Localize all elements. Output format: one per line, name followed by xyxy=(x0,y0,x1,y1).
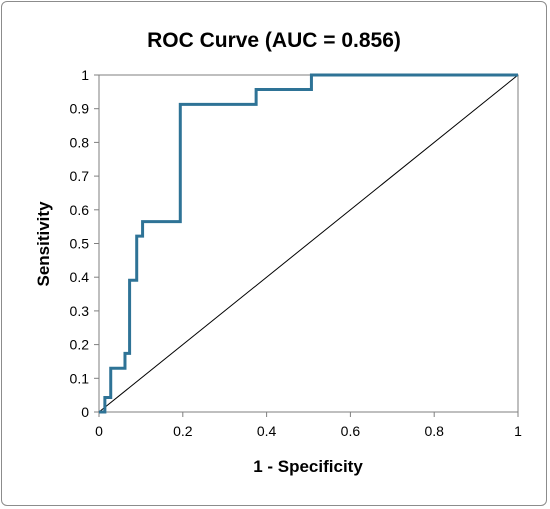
y-tick-label: 0.5 xyxy=(70,236,90,252)
reference-diagonal-line xyxy=(98,74,519,413)
y-tick-label: 0.8 xyxy=(70,134,90,150)
y-tick-label: 0.2 xyxy=(70,337,90,353)
y-tick-label: 0.9 xyxy=(70,101,90,117)
x-tick-label: 0.6 xyxy=(341,423,361,439)
y-tick-label: 0.3 xyxy=(70,303,90,319)
y-tick-label: 0.4 xyxy=(70,269,90,285)
y-axis-title: Sensitivity xyxy=(34,201,53,287)
x-axis-title: 1 - Specificity xyxy=(253,457,363,476)
y-tick-label: 0.7 xyxy=(70,168,90,184)
y-tick-label: 0 xyxy=(81,404,89,420)
x-tick-label: 0.8 xyxy=(424,423,444,439)
x-tick-label: 0 xyxy=(95,423,103,439)
y-tick-label: 0.1 xyxy=(70,370,90,386)
chart-title: ROC Curve (AUC = 0.856) xyxy=(147,29,401,52)
x-tick-label: 1 xyxy=(514,423,522,439)
x-tick-label: 0.4 xyxy=(257,423,277,439)
plot-area: 0 0.1 0.2 0.3 0.4 0.5 0.6 0.7 0.8 0.9 1 0 0.2 0.4 0.6 0… xyxy=(70,67,523,439)
roc-curve-line xyxy=(99,73,518,414)
y-tick-label: 0.6 xyxy=(70,202,90,218)
x-tick-label: 0.2 xyxy=(173,423,193,439)
y-tick-label: 1 xyxy=(81,67,89,83)
